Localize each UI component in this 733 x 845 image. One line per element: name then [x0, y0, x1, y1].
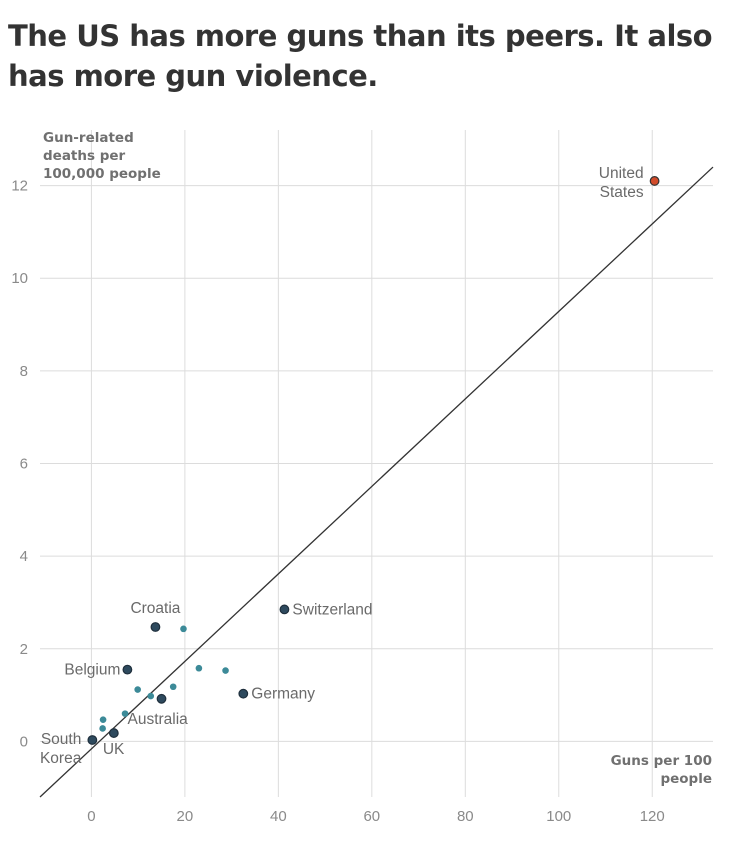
- grid-lines: [40, 130, 713, 797]
- data-point: [150, 622, 161, 632]
- data-point: [238, 688, 249, 699]
- x-tick-label: 120: [640, 808, 665, 825]
- y-tick-label: 4: [20, 548, 28, 565]
- data-point: [649, 176, 660, 186]
- data-point: [169, 683, 177, 691]
- point-label: Germany: [251, 686, 315, 703]
- x-axis-title: people: [660, 771, 712, 787]
- point-label: States: [600, 184, 644, 201]
- point-label: United: [599, 165, 644, 182]
- data-point: [279, 604, 290, 615]
- data-point: [99, 725, 106, 732]
- y-axis-title: 100,000 people: [43, 166, 161, 182]
- data-point: [121, 710, 129, 717]
- x-axis-title: Guns per 100: [611, 753, 712, 769]
- x-tick-label: 60: [363, 808, 380, 825]
- point-label: Switzerland: [292, 601, 372, 618]
- y-axis-title: Gun-related: [43, 130, 134, 146]
- point-label: South: [41, 731, 82, 748]
- point-label: Korea: [40, 750, 82, 767]
- point-labels: United States Switzerland Croatia Belgium Ger…: [40, 165, 644, 767]
- point-label: Australia: [128, 711, 189, 728]
- point-label: UK: [103, 741, 125, 758]
- data-point: [134, 686, 141, 693]
- x-tick-label: 100: [546, 808, 571, 825]
- x-tick-label: 80: [457, 808, 474, 825]
- data-point: [156, 693, 167, 704]
- point-label: Belgium: [64, 662, 120, 679]
- y-tick-label: 0: [20, 733, 28, 750]
- y-tick-label: 6: [20, 456, 28, 473]
- trend-line: [39, 166, 714, 798]
- data-point: [147, 692, 155, 700]
- tick-labels: 0 20 40 60 80 100 120 0 2 4 6 8 10 12: [11, 178, 664, 825]
- x-tick-label: 20: [177, 808, 194, 825]
- chart-title: The US has more guns than its peers. It …: [8, 19, 713, 93]
- data-point: [87, 735, 98, 745]
- data-point: [180, 625, 187, 633]
- data-point: [122, 664, 133, 675]
- data-point: [222, 667, 229, 674]
- y-tick-label: 8: [20, 363, 28, 380]
- x-tick-label: 40: [270, 808, 287, 825]
- x-tick-label: 0: [87, 808, 95, 825]
- y-tick-label: 10: [11, 270, 28, 287]
- data-point: [195, 664, 203, 672]
- axis-titles: Gun-related deaths per 100,000 people Guns …: [43, 130, 712, 787]
- point-label: Croatia: [130, 600, 180, 617]
- data-point: [99, 716, 107, 723]
- y-tick-label: 12: [11, 178, 28, 195]
- y-tick-label: 2: [20, 641, 28, 658]
- data-points: [87, 176, 660, 745]
- y-axis-title: deaths per: [43, 148, 126, 164]
- data-point: [108, 728, 119, 738]
